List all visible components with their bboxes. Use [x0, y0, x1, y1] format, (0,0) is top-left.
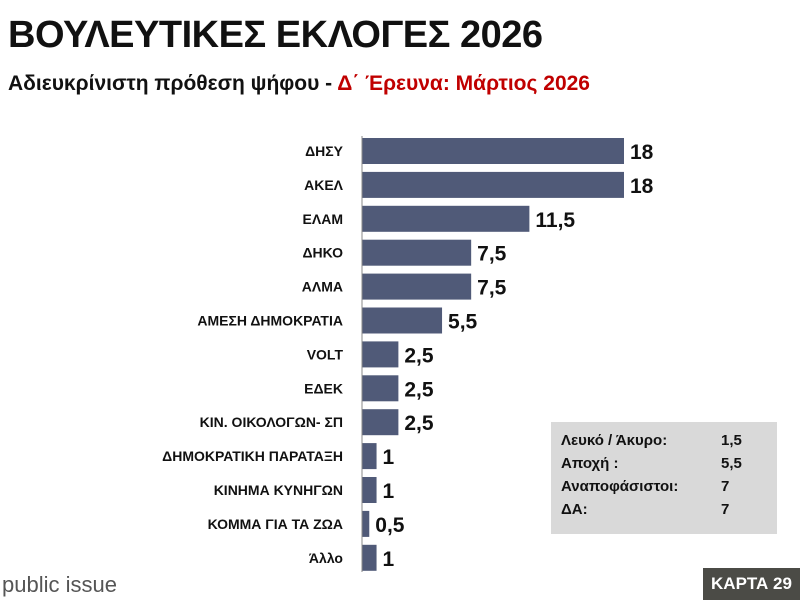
bar: [362, 307, 443, 334]
bar: [362, 239, 472, 266]
subtitle-survey: Δ΄ Έρευνα: Μάρτιος 2026: [337, 72, 590, 95]
category-label: ΔΗΣΥ: [305, 143, 344, 159]
page-title: ΒΟΥΛΕΥΤΙΚΕΣ ΕΚΛΟΓΕΣ 2026: [8, 14, 543, 56]
category-label: ΚΙΝ. ΟΙΚΟΛΟΓΩΝ- ΣΠ: [200, 414, 343, 430]
box-label: ΔΑ:: [561, 501, 588, 518]
bar: [362, 171, 624, 198]
brand-logo: public issue: [2, 572, 117, 597]
category-label: ΑΛΜΑ: [302, 279, 343, 295]
value-label: 11,5: [535, 209, 575, 232]
bar: [362, 138, 624, 164]
value-label: 2,5: [404, 412, 434, 435]
value-label: 7,5: [477, 243, 507, 266]
value-label: 7,5: [477, 277, 507, 300]
value-label: 2,5: [404, 378, 434, 401]
page-subtitle: Αδιευκρίνιστη πρόθεση ψήφου - Δ΄ Έρευνα:…: [8, 72, 590, 96]
bar: [362, 477, 377, 503]
bar: [362, 510, 370, 537]
bar: [362, 443, 377, 470]
category-label: ΕΔΕΚ: [304, 380, 343, 396]
value-label: 1: [383, 446, 395, 469]
other-responses-box: Λευκό / Άκυρο: 1,5 Αποχή : 5,5 Αναποφάσι…: [551, 422, 777, 534]
value-label: 18: [630, 175, 654, 198]
bar: [362, 409, 399, 436]
value-label: 1: [383, 548, 395, 571]
value-label: 18: [630, 141, 654, 164]
category-label: ΑΚΕΛ: [304, 177, 344, 193]
box-value: 7: [721, 478, 730, 495]
box-label: Αποχή :: [561, 455, 619, 472]
bar: [362, 341, 399, 368]
category-label: ΑΜΕΣΗ ΔΗΜΟΚΡΑΤΙΑ: [197, 313, 343, 329]
category-label: Άλλο: [309, 550, 343, 566]
bar: [362, 375, 399, 402]
bar: [362, 544, 377, 571]
category-label: ΕΛΑΜ: [303, 211, 343, 227]
box-value: 5,5: [721, 455, 742, 472]
box-value: 7: [721, 501, 730, 518]
box-label: Λευκό / Άκυρο:: [561, 432, 668, 449]
category-label: ΚΟΜΜΑ ΓΙΑ ΤΑ ΖΩΑ: [208, 516, 343, 532]
value-label: 1: [383, 480, 395, 503]
subtitle-text: Αδιευκρίνιστη πρόθεση ψήφου -: [8, 72, 338, 95]
category-label: ΔΗΜΟΚΡΑΤΙΚΗ ΠΑΡΑΤΑΞΗ: [162, 448, 343, 464]
card-number: ΚΑΡΤΑ 29: [703, 568, 800, 600]
box-value: 1,5: [721, 432, 742, 449]
value-label: 2,5: [404, 344, 434, 367]
category-label: ΚΙΝΗΜΑ ΚΥΝΗΓΩΝ: [214, 482, 343, 498]
bar: [362, 205, 530, 232]
box-label: Αναποφάσιστοι:: [561, 478, 679, 495]
value-label: 5,5: [448, 311, 478, 334]
category-label: VOLT: [307, 346, 344, 362]
category-label: ΔΗΚΟ: [302, 245, 343, 261]
value-label: 0,5: [375, 514, 405, 537]
bar: [362, 273, 472, 300]
